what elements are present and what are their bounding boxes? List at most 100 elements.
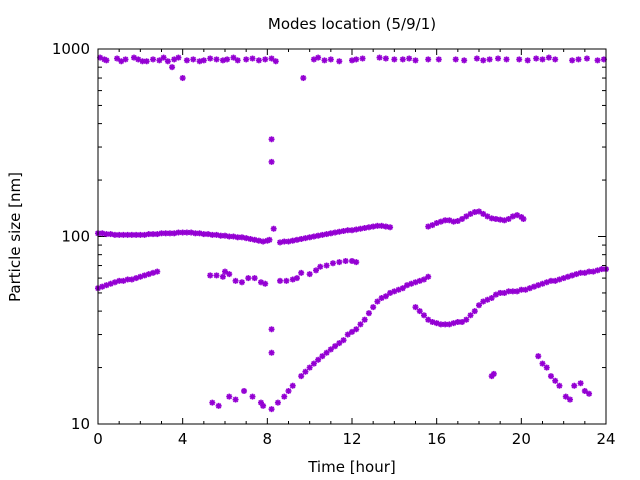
- data-point: [505, 288, 512, 295]
- data-point: [207, 55, 214, 62]
- data-point: [260, 402, 267, 409]
- x-tick-label: 0: [93, 430, 103, 448]
- data-point: [321, 57, 328, 64]
- data-point: [552, 56, 559, 63]
- data-point: [183, 57, 190, 64]
- data-point: [300, 75, 307, 82]
- data-point: [268, 406, 275, 413]
- data-point: [306, 271, 313, 278]
- data-point: [463, 316, 470, 323]
- data-point: [581, 387, 588, 394]
- data-point: [332, 343, 339, 350]
- data-point: [150, 56, 157, 63]
- data-point: [238, 279, 245, 286]
- y-tick-label: 100: [61, 228, 90, 246]
- data-point: [226, 393, 233, 400]
- data-point: [594, 57, 601, 64]
- data-point: [575, 56, 582, 63]
- data-point: [569, 57, 576, 64]
- data-point: [310, 360, 317, 367]
- data-point: [425, 316, 432, 323]
- data-point: [577, 380, 584, 387]
- data-point: [353, 326, 360, 333]
- x-tick-label: 4: [178, 430, 188, 448]
- data-point: [272, 58, 279, 65]
- data-point: [425, 273, 432, 280]
- data-point: [234, 57, 241, 64]
- data-point: [505, 215, 512, 222]
- data-point: [412, 57, 419, 64]
- data-point: [200, 57, 207, 64]
- data-point: [452, 56, 459, 63]
- data-point: [412, 304, 419, 311]
- data-point: [399, 285, 406, 292]
- data-point: [520, 215, 527, 222]
- data-point: [543, 364, 550, 371]
- data-point: [342, 258, 349, 265]
- data-point: [545, 54, 552, 61]
- data-point: [243, 56, 250, 63]
- data-point: [281, 393, 288, 400]
- data-point: [535, 353, 542, 360]
- data-point: [327, 346, 334, 353]
- data-point: [361, 316, 368, 323]
- data-point: [497, 289, 504, 296]
- data-point: [503, 56, 510, 63]
- data-point: [251, 275, 258, 282]
- data-point: [249, 55, 256, 62]
- data-point: [495, 55, 502, 62]
- x-tick-label: 24: [596, 430, 615, 448]
- data-point: [406, 55, 413, 62]
- data-point: [323, 349, 330, 356]
- data-point: [467, 312, 474, 319]
- data-point: [179, 75, 186, 82]
- data-point: [382, 293, 389, 300]
- data-point: [516, 56, 523, 63]
- data-point: [302, 368, 309, 375]
- data-point: [344, 331, 351, 338]
- data-point: [274, 399, 281, 406]
- data-point: [196, 58, 203, 65]
- data-point: [169, 64, 176, 71]
- data-point: [164, 58, 171, 65]
- data-point: [459, 215, 466, 222]
- data-point: [251, 236, 258, 243]
- data-point: [213, 272, 220, 279]
- data-point: [166, 230, 173, 237]
- data-point: [359, 55, 366, 62]
- data-point: [317, 263, 324, 270]
- data-point: [463, 213, 470, 220]
- data-point: [215, 402, 222, 409]
- data-point: [298, 235, 305, 242]
- data-point: [270, 225, 277, 232]
- x-tick-label: 20: [512, 430, 531, 448]
- data-point: [268, 55, 275, 62]
- data-point: [232, 396, 239, 403]
- data-point: [268, 136, 275, 143]
- data-point: [122, 56, 129, 63]
- data-point: [476, 208, 482, 215]
- data-point: [435, 56, 442, 63]
- data-point: [313, 267, 320, 274]
- data-point: [232, 277, 239, 284]
- data-point: [175, 54, 182, 61]
- data-point: [315, 356, 322, 363]
- data-point: [266, 236, 273, 243]
- data-point: [340, 337, 347, 344]
- data-point: [476, 302, 482, 309]
- data-point: [583, 55, 590, 62]
- data-point: [336, 259, 343, 266]
- data-point: [329, 260, 336, 267]
- data-point: [374, 298, 381, 305]
- data-point: [562, 393, 569, 400]
- data-point: [471, 308, 478, 315]
- data-point: [298, 373, 305, 380]
- data-point: [241, 387, 248, 394]
- data-point: [158, 230, 165, 237]
- data-point: [336, 340, 343, 347]
- data-point: [416, 308, 423, 315]
- data-point: [268, 349, 275, 356]
- data-point: [486, 56, 493, 63]
- data-point: [370, 223, 377, 230]
